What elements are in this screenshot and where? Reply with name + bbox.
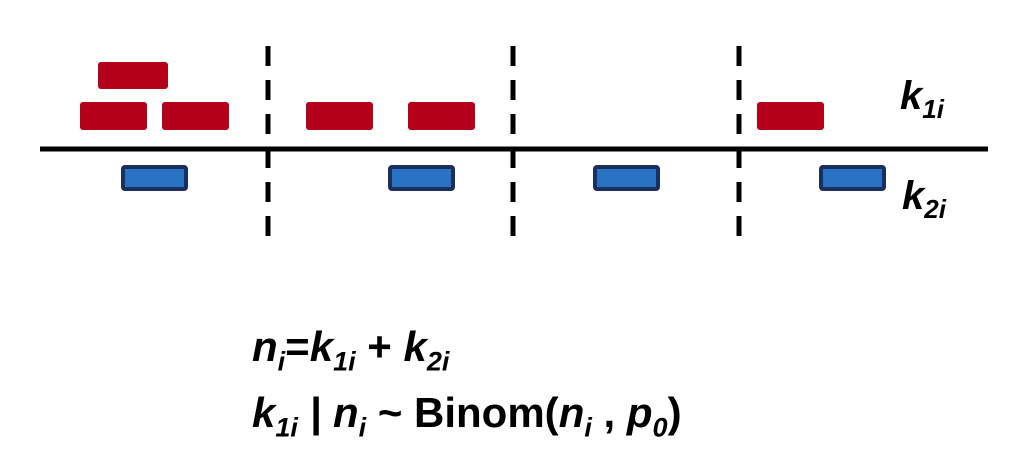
blue-event <box>388 165 455 191</box>
k2i-label: k2i <box>902 174 946 225</box>
red-event <box>80 102 147 130</box>
red-event <box>162 102 229 130</box>
red-event <box>306 102 373 130</box>
blue-event <box>819 165 886 191</box>
formula-sum: ni=k1i + k2i <box>252 323 450 377</box>
red-event <box>408 102 475 130</box>
blue-event <box>593 165 660 191</box>
red-event <box>98 62 168 89</box>
k1i-label: k1i <box>900 74 944 125</box>
formula-binomial: k1i | ni ~ Binom(ni , p0) <box>252 389 682 443</box>
blue-event <box>121 165 188 191</box>
red-event <box>757 102 824 130</box>
